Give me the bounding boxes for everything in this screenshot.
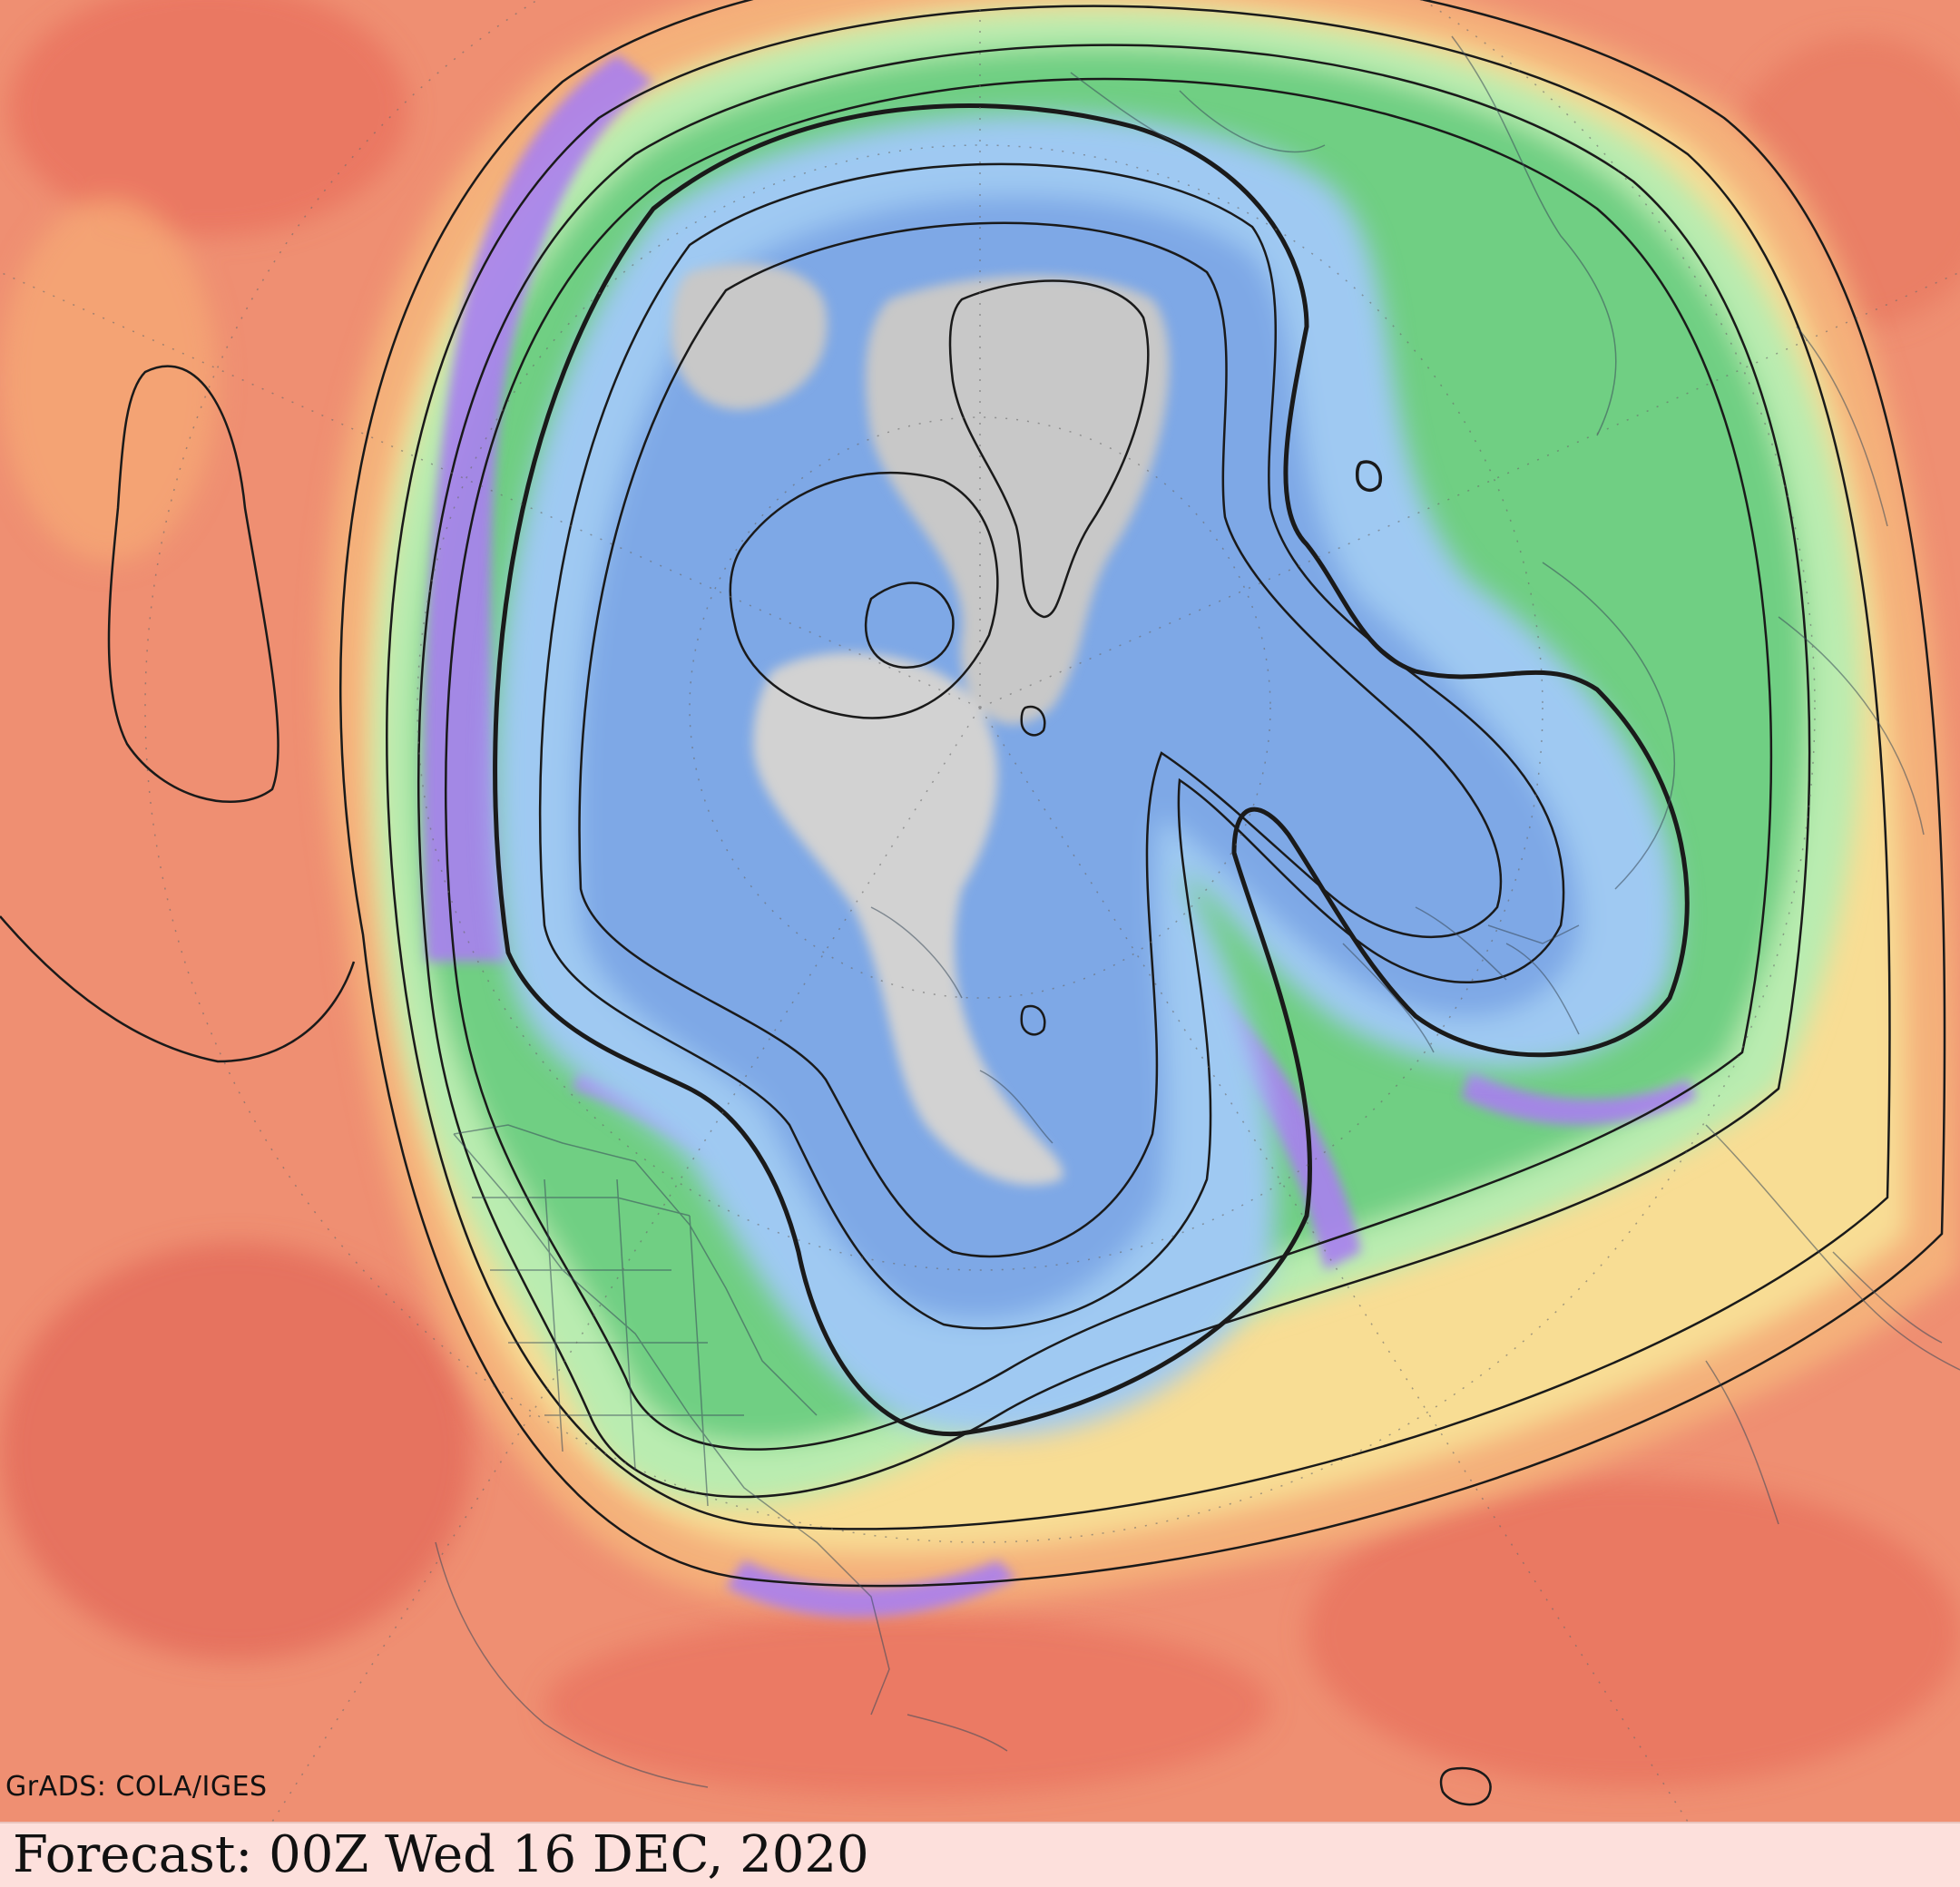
contour-inner-1 [538, 162, 1565, 1330]
contour-bold [493, 103, 1690, 1437]
contour-cutoff-3 [1439, 1766, 1492, 1806]
forecast-map: GrADS: COLA/IGES [0, 0, 1960, 1822]
contour-cutoff-5 [1020, 705, 1046, 737]
forecast-map-graphic [0, 0, 1960, 1822]
contour-inner-3 [729, 471, 999, 719]
contour-outer-3 [416, 44, 1811, 1499]
contour-outer-2 [386, 5, 1891, 1530]
grads-credit: GrADS: COLA/IGES [5, 1771, 268, 1803]
contour-inner-2 [578, 221, 1503, 1258]
map-contours [0, 0, 1960, 1822]
latlon-grid [0, 0, 1960, 1822]
contour-cutoff-2 [0, 915, 356, 1063]
contour-inner-5 [948, 279, 1150, 619]
contour-outer-1 [339, 0, 1946, 1588]
forecast-timestamp: Forecast: 00Z Wed 16 DEC, 2020 [13, 1825, 869, 1884]
warm-patches [0, 0, 1960, 1796]
cold-core [671, 263, 1170, 1186]
contour-cutoff-1 [107, 365, 279, 803]
contour-inner-4 [864, 582, 955, 669]
coastlines [435, 35, 1960, 1788]
contour-outer-4 [444, 77, 1773, 1451]
contour-cutoff-6 [1020, 1004, 1046, 1036]
contour-cutoff-4 [1356, 460, 1382, 493]
polar-vortex [495, 113, 1677, 1436]
forecast-footer: Forecast: 00Z Wed 16 DEC, 2020 [0, 1822, 1960, 1887]
